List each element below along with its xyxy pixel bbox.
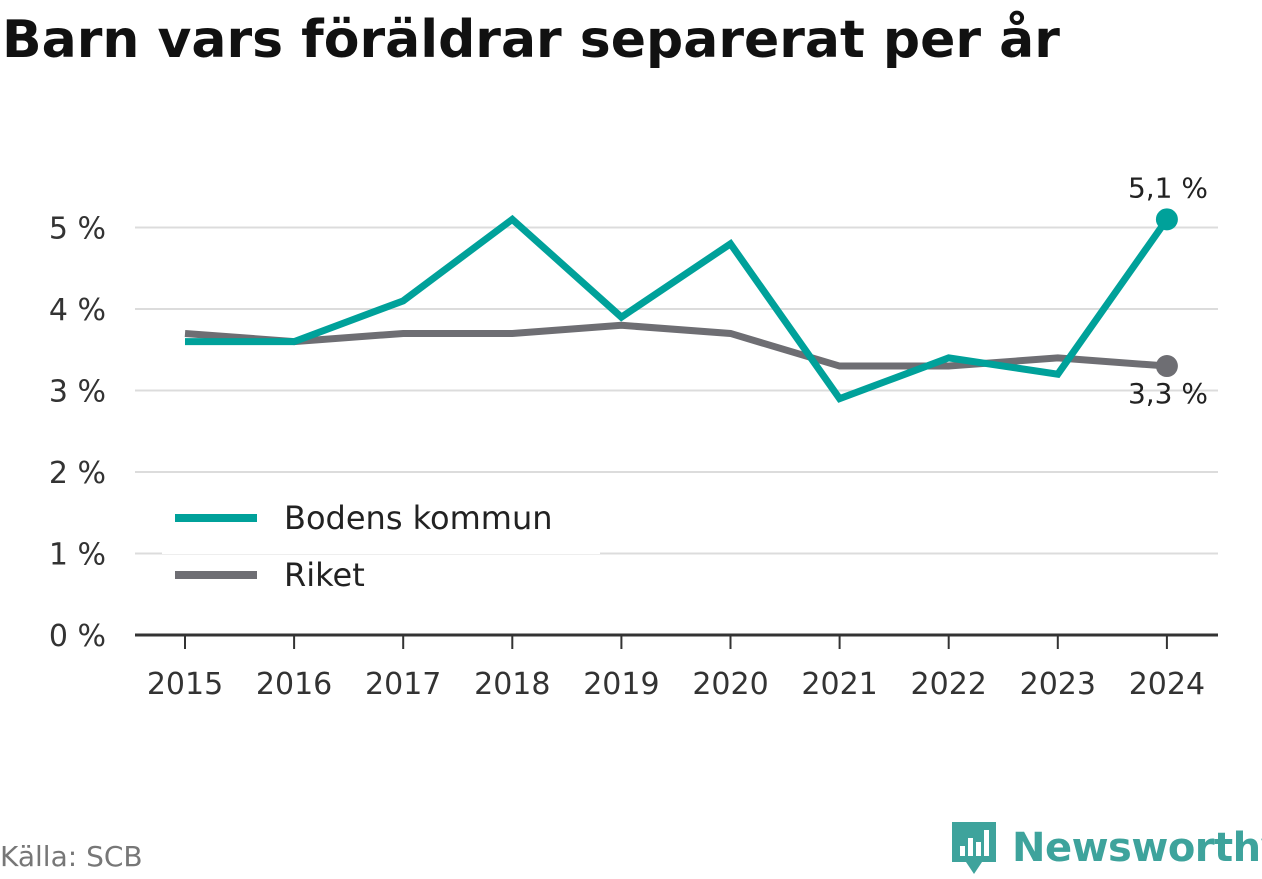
- legend-background: [162, 492, 600, 554]
- x-tick-label: 2021: [801, 667, 877, 702]
- y-tick-label: 3 %: [49, 375, 106, 410]
- series-line: [185, 214, 1170, 403]
- data-point: [1155, 208, 1178, 231]
- x-tick-label: 2015: [147, 667, 223, 702]
- end-value-label: 5,1 %: [1128, 171, 1208, 204]
- brand-name: Newsworthy: [1012, 825, 1262, 871]
- y-tick-label: 1 %: [49, 538, 106, 573]
- y-tick-label: 5 %: [49, 212, 106, 247]
- line-chart: 0 %1 %2 %3 %4 %5 % 2015 2016 2017 2018 2019 2…: [49, 171, 1218, 702]
- legend: Bodens kommun Riket: [162, 492, 600, 594]
- end-labels: 5,1 % 3,3 %: [1128, 171, 1208, 410]
- y-axis-ticks: 0 % 1 % 2 % 3 % 4 % 5 %: [49, 212, 106, 655]
- x-tick-label: 2022: [911, 667, 987, 702]
- y-tick-label: 2 %: [49, 456, 106, 491]
- end-value-label: 3,3 %: [1128, 377, 1208, 410]
- newsworthy-logo-icon: [952, 822, 996, 874]
- series-lines: [184, 208, 1178, 403]
- legend-label: Bodens kommun: [284, 499, 553, 537]
- x-tick-label: 2023: [1020, 667, 1096, 702]
- brand-logo: Newsworthy: [948, 818, 1262, 878]
- legend-label: Riket: [284, 556, 365, 594]
- x-tick-label: 2020: [692, 667, 768, 702]
- x-tick-label: 2016: [256, 667, 332, 702]
- x-tick-label: 2018: [474, 667, 550, 702]
- y-tick-label: 4 %: [49, 293, 106, 328]
- y-tick-label: 0 %: [49, 619, 106, 654]
- x-axis-ticks: 2015 2016 2017 2018 2019 2020 2021 2022 2023 2024: [147, 635, 1205, 702]
- source-note: Källa: SCB: [0, 840, 143, 873]
- x-tick-label: 2019: [583, 667, 659, 702]
- data-point: [1155, 355, 1178, 378]
- x-tick-label: 2017: [365, 667, 441, 702]
- x-tick-label: 2024: [1129, 667, 1205, 702]
- series-line: [184, 321, 1168, 370]
- chart-title: Barn vars föräldrar separerat per år: [2, 10, 1060, 70]
